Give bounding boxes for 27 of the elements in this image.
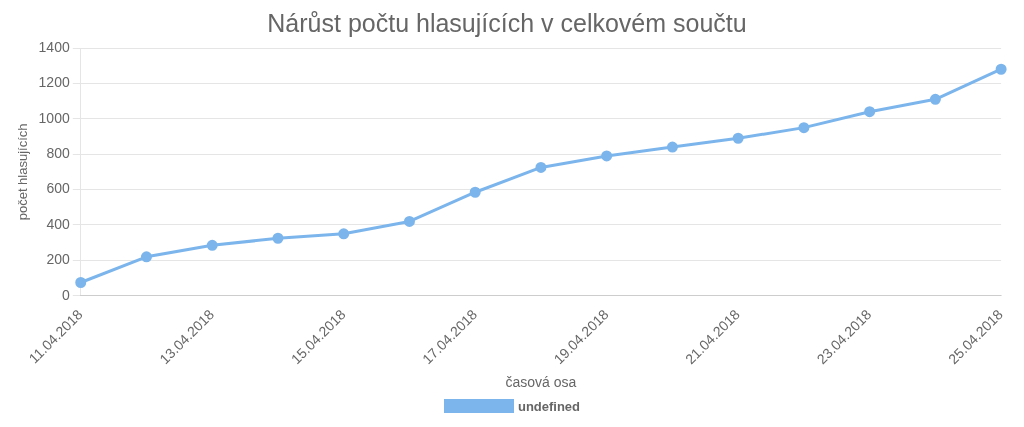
- point: [732, 132, 744, 144]
- y-tick-label: 200: [46, 251, 70, 268]
- y-tick-label: 0: [61, 286, 70, 303]
- point: [929, 93, 941, 105]
- point: [403, 215, 415, 227]
- text: undefined: [517, 398, 581, 414]
- point: [338, 228, 350, 240]
- y-tick-label: 800: [46, 145, 70, 162]
- point: [601, 150, 613, 162]
- y-tick-label: 1000: [38, 109, 70, 126]
- y-tick-label: 1200: [38, 74, 70, 91]
- point: [666, 141, 678, 153]
- y-tick-label: 400: [46, 215, 70, 232]
- point: [206, 239, 218, 251]
- y-axis-title: počet hlasujících: [15, 123, 31, 221]
- point: [535, 161, 547, 173]
- point: [995, 63, 1007, 75]
- chart-title: Nárůst počtu hlasujících v celkovém součtu: [267, 8, 747, 37]
- y-tick-label: 600: [46, 180, 70, 197]
- point: [272, 232, 284, 244]
- point: [864, 106, 876, 118]
- point: [140, 251, 152, 263]
- point: [75, 277, 87, 288]
- x-axis-title: časová osa: [505, 374, 577, 391]
- y-tick-label: 1400: [38, 38, 70, 55]
- point: [469, 186, 481, 198]
- point: [798, 122, 810, 134]
